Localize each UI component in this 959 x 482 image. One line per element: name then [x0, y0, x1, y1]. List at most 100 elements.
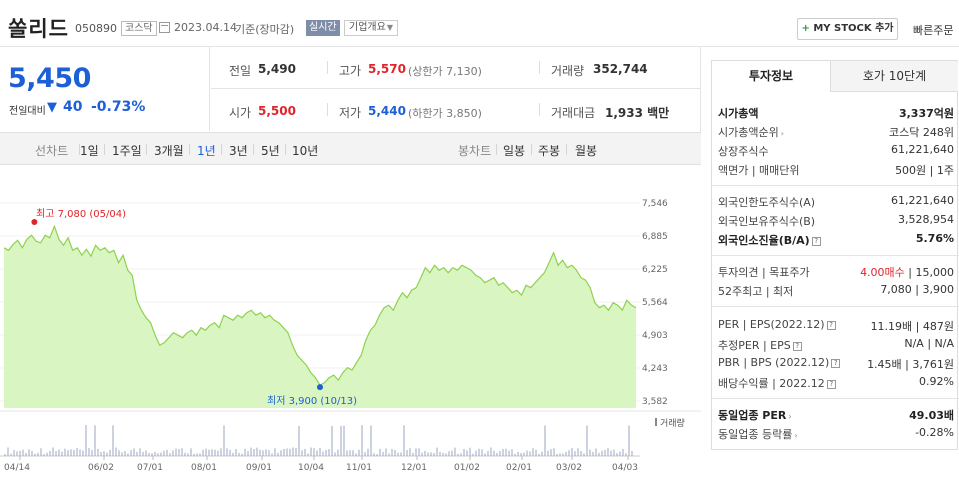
amount-value: 1,933 백만: [605, 106, 670, 120]
investment-info-panel: 투자정보 호가 10단계 시가총액 3,337억원 시가총액순위 › 코스닥 248위…: [711, 60, 959, 450]
period-3m[interactable]: 3개월: [154, 144, 184, 158]
x-tick-label: 04/03: [612, 463, 638, 473]
info-row: 투자의견 | 목표주가 4.00매수 | 15,000: [718, 266, 954, 279]
plus-icon: +: [801, 23, 810, 34]
stock-code: 050890: [75, 22, 117, 35]
info-row: 외국인보유주식수(B) 3,528,954: [718, 213, 954, 228]
info-row: 추정PER | EPS? N/A | N/A: [718, 337, 954, 352]
info-row: 외국인한도주식수(A) 61,221,640: [718, 194, 954, 209]
divider: [79, 144, 80, 155]
candle-weekly[interactable]: 주봉: [538, 144, 561, 158]
y-tick-label: 3,582: [642, 397, 668, 407]
prev-close-label: 전일: [229, 64, 252, 78]
lower-limit: (하한가 3,850): [408, 107, 482, 120]
info-row: 배당수익률 | 2022.12? 0.92%: [718, 375, 954, 390]
divider: [712, 306, 959, 307]
x-tick-label: 02/01: [506, 463, 532, 473]
realtime-badge[interactable]: 실시간: [306, 20, 340, 36]
max-point-marker: [31, 219, 38, 225]
x-tick-label: 09/01: [246, 463, 272, 473]
open-value: 5,500: [258, 104, 296, 118]
help-icon[interactable]: ?: [792, 342, 802, 351]
period-3y[interactable]: 3년: [229, 144, 248, 158]
divider: [566, 144, 567, 155]
divider: [285, 144, 286, 155]
y-tick-label: 6,885: [642, 232, 668, 242]
low-value: 5,440: [368, 104, 406, 118]
y-tick-label: 7,546: [642, 199, 668, 209]
change-value: 40: [63, 99, 83, 115]
info-row: 액면가 | 매매단위 500원 | 1주: [718, 164, 954, 177]
divider: [221, 144, 222, 155]
divider: [531, 144, 532, 155]
info-row: PER | EPS(2022.12)? 11.19배 | 487원: [718, 318, 954, 333]
down-triangle-icon: ▼: [47, 100, 57, 115]
y-tick-label: 4,903: [642, 331, 668, 341]
period-5y[interactable]: 5년: [261, 144, 280, 158]
divider: [539, 61, 540, 74]
volume-legend-marker: [655, 418, 657, 426]
info-row: 외국인소진율(B/A)? 5.76%: [718, 232, 954, 247]
x-tick-label: 01/02: [454, 463, 480, 473]
period-10y[interactable]: 10년: [292, 144, 319, 158]
chevron-right-icon: ›: [780, 129, 784, 138]
candle-chart-tab[interactable]: 봉차트: [458, 144, 492, 158]
x-tick-label: 06/02: [88, 463, 114, 473]
chart-toolbar: 선차트 1일 1주일 3개월 1년 3년 5년 10년 봉차트 일봉 주봉 월봉: [0, 132, 701, 165]
x-tick-label: 10/04: [298, 463, 324, 473]
volume-value: 352,744: [593, 62, 648, 76]
tab-orderbook-10[interactable]: 호가 10단계: [830, 61, 958, 92]
volume-label: 거래량: [551, 64, 585, 78]
amount-label: 거래대금: [551, 106, 596, 120]
quote-box: [211, 47, 701, 132]
volume-legend: 거래량: [660, 419, 685, 429]
low-label: 저가: [339, 106, 362, 120]
high-label: 고가: [339, 64, 362, 78]
tab-investment-info[interactable]: 투자정보: [712, 61, 830, 92]
chevron-right-icon: ›: [794, 431, 798, 440]
max-price-label: 최고 7,080 (05/04): [36, 209, 127, 220]
divider: [712, 255, 959, 256]
info-row: 동일업종 등락률 › -0.28%: [718, 426, 954, 441]
stock-header: 쏠리드 050890 코스닥 2023.04.14 기준(장마감) 실시간 기업…: [0, 0, 959, 47]
candle-daily[interactable]: 일봉: [503, 144, 526, 158]
divider: [539, 103, 540, 116]
divider: [712, 185, 959, 186]
stock-name: 쏠리드: [8, 17, 69, 41]
add-my-stock-label: MY STOCK 추가: [813, 23, 894, 34]
price-summary: 5,450 전일대비 ▼ 40 -0.73%: [0, 47, 210, 131]
x-tick-label: 12/01: [401, 463, 427, 473]
candle-monthly[interactable]: 월봉: [575, 144, 598, 158]
help-icon[interactable]: ?: [811, 237, 821, 246]
period-1w[interactable]: 1주일: [112, 144, 142, 158]
quote-row-2: 시가 5,500 저가 5,440 (하한가 3,850) 거래대금 1,933…: [211, 89, 701, 131]
divider: [327, 103, 328, 116]
divider: [104, 144, 105, 155]
divider: [189, 144, 190, 155]
company-overview-dropdown[interactable]: 기업개요▼: [344, 20, 398, 36]
x-tick-label: 07/01: [137, 463, 163, 473]
help-icon[interactable]: ?: [826, 380, 836, 389]
calendar-icon: [159, 22, 170, 33]
period-1d[interactable]: 1일: [80, 144, 99, 158]
company-overview-label: 기업개요: [349, 22, 386, 33]
quick-order-link[interactable]: 빠른주문: [913, 24, 954, 37]
info-row: 동일업종 PER › 49.03배: [718, 409, 954, 422]
help-icon[interactable]: ?: [831, 359, 841, 368]
info-row: 시가총액 3,337억원: [718, 107, 954, 120]
help-icon[interactable]: ?: [826, 321, 836, 330]
line-chart-tab[interactable]: 선차트: [35, 144, 69, 158]
divider: [712, 398, 959, 399]
min-point-marker: [317, 384, 323, 391]
info-row: 52주최고 | 최저 7,080 | 3,900: [718, 283, 954, 298]
y-tick-label: 5,564: [642, 298, 668, 308]
divider: [327, 61, 328, 74]
prev-close-value: 5,490: [258, 62, 296, 76]
current-price: 5,450: [8, 63, 91, 94]
price-chart[interactable]: 7,546 6,885 6,225 5,564 4,903 4,243 3,582 04/14…: [0, 166, 701, 482]
x-tick-label: 08/01: [191, 463, 217, 473]
price-chart-svg: 7,546 6,885 6,225 5,564 4,903 4,243 3,582 04/14…: [0, 199, 701, 473]
as-of-suffix: 기준(장마감): [235, 23, 295, 36]
period-1y[interactable]: 1년: [197, 144, 216, 158]
add-my-stock-button[interactable]: + MY STOCK 추가: [797, 18, 898, 40]
